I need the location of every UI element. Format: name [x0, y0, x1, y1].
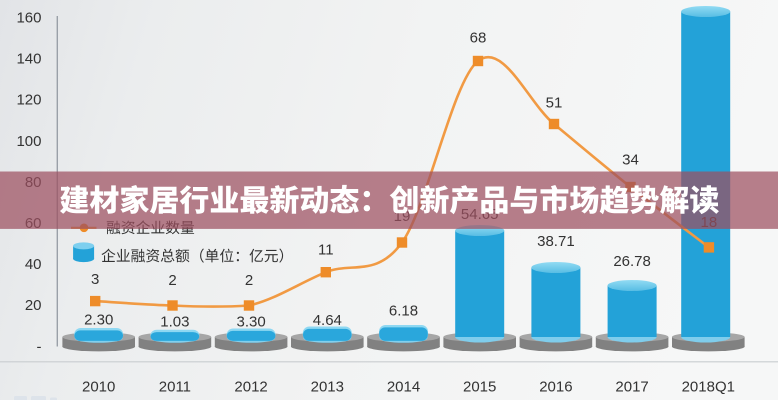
svg-text:2011: 2011: [159, 379, 191, 396]
svg-text:2014: 2014: [387, 379, 420, 396]
svg-text:11: 11: [318, 241, 334, 258]
svg-text:3: 3: [91, 271, 99, 288]
svg-text:38.71: 38.71: [537, 233, 575, 250]
svg-text:-: -: [37, 338, 42, 355]
svg-text:2015: 2015: [463, 379, 496, 396]
svg-text:6.18: 6.18: [389, 302, 418, 319]
svg-text:2.30: 2.30: [84, 311, 113, 328]
svg-text:2017: 2017: [615, 379, 648, 396]
svg-text:140: 140: [16, 50, 41, 67]
svg-text:1.03: 1.03: [160, 314, 189, 331]
svg-text:120: 120: [16, 91, 41, 108]
svg-text:160: 160: [16, 9, 41, 26]
svg-text:2012: 2012: [234, 379, 267, 396]
svg-text:100: 100: [16, 133, 41, 150]
svg-text:2018Q1: 2018Q1: [682, 379, 735, 396]
svg-text:2: 2: [168, 272, 176, 289]
svg-text:2: 2: [245, 272, 253, 289]
svg-text:4.64: 4.64: [313, 312, 342, 329]
svg-text:68: 68: [470, 29, 487, 46]
svg-text:2013: 2013: [311, 379, 344, 396]
svg-text:2016: 2016: [539, 379, 572, 396]
svg-text:2010: 2010: [82, 379, 115, 396]
svg-text:40: 40: [25, 256, 42, 273]
svg-text:51: 51: [546, 94, 563, 111]
svg-text:34: 34: [622, 151, 639, 168]
svg-text:26.78: 26.78: [613, 253, 651, 270]
svg-text:20: 20: [25, 297, 42, 314]
svg-text:3.30: 3.30: [236, 314, 265, 331]
